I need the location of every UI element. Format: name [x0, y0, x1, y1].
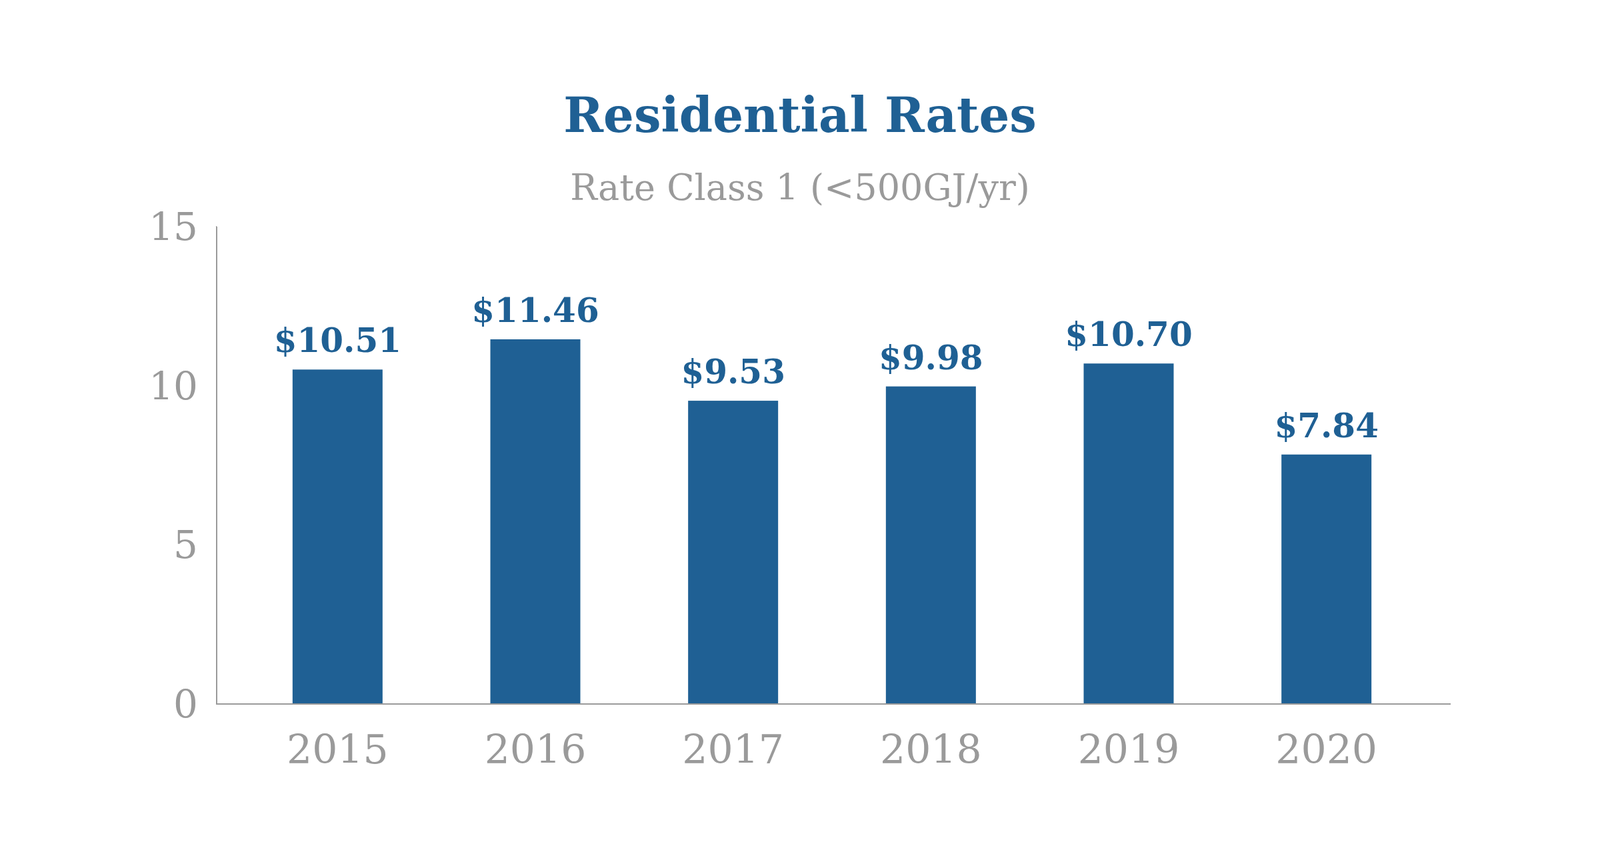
chart-title: Residential Rates — [563, 86, 1036, 144]
y-tick-label: 15 — [148, 204, 198, 250]
data-label: $11.46 — [471, 290, 599, 330]
data-label: $10.51 — [274, 320, 402, 360]
y-tick-label: 0 — [173, 681, 198, 727]
data-label: $7.84 — [1274, 406, 1379, 446]
bar — [292, 369, 383, 704]
y-tick — [216, 544, 217, 546]
bar — [1084, 363, 1174, 704]
x-tick-label: 2015 — [286, 726, 389, 773]
bar — [886, 386, 976, 704]
x-tick-label: 2016 — [484, 726, 587, 773]
chart-svg: Residential Rates Rate Class 1 (<500GJ/yr… — [0, 0, 1600, 850]
chart-container: Residential Rates Rate Class 1 (<500GJ/yr… — [0, 0, 1600, 850]
x-tick-label: 2019 — [1078, 726, 1180, 773]
x-tick-label: 2017 — [682, 726, 784, 773]
y-tick — [216, 703, 217, 705]
y-tick — [216, 385, 217, 387]
bar — [490, 339, 581, 704]
bar — [1281, 454, 1372, 704]
bars — [292, 339, 1372, 704]
x-axis-line — [216, 703, 1451, 705]
data-label: $10.70 — [1064, 314, 1192, 354]
bar — [688, 400, 778, 704]
y-tick — [216, 226, 217, 228]
data-label: $9.98 — [878, 338, 984, 378]
y-tick-label: 10 — [148, 363, 198, 409]
x-tick-label: 2018 — [880, 726, 982, 773]
data-label: $9.53 — [680, 352, 786, 392]
x-tick-label: 2020 — [1275, 726, 1378, 773]
chart-subtitle: Rate Class 1 (<500GJ/yr) — [570, 166, 1030, 209]
y-axis-line — [216, 226, 218, 704]
y-tick-label: 5 — [173, 522, 198, 568]
